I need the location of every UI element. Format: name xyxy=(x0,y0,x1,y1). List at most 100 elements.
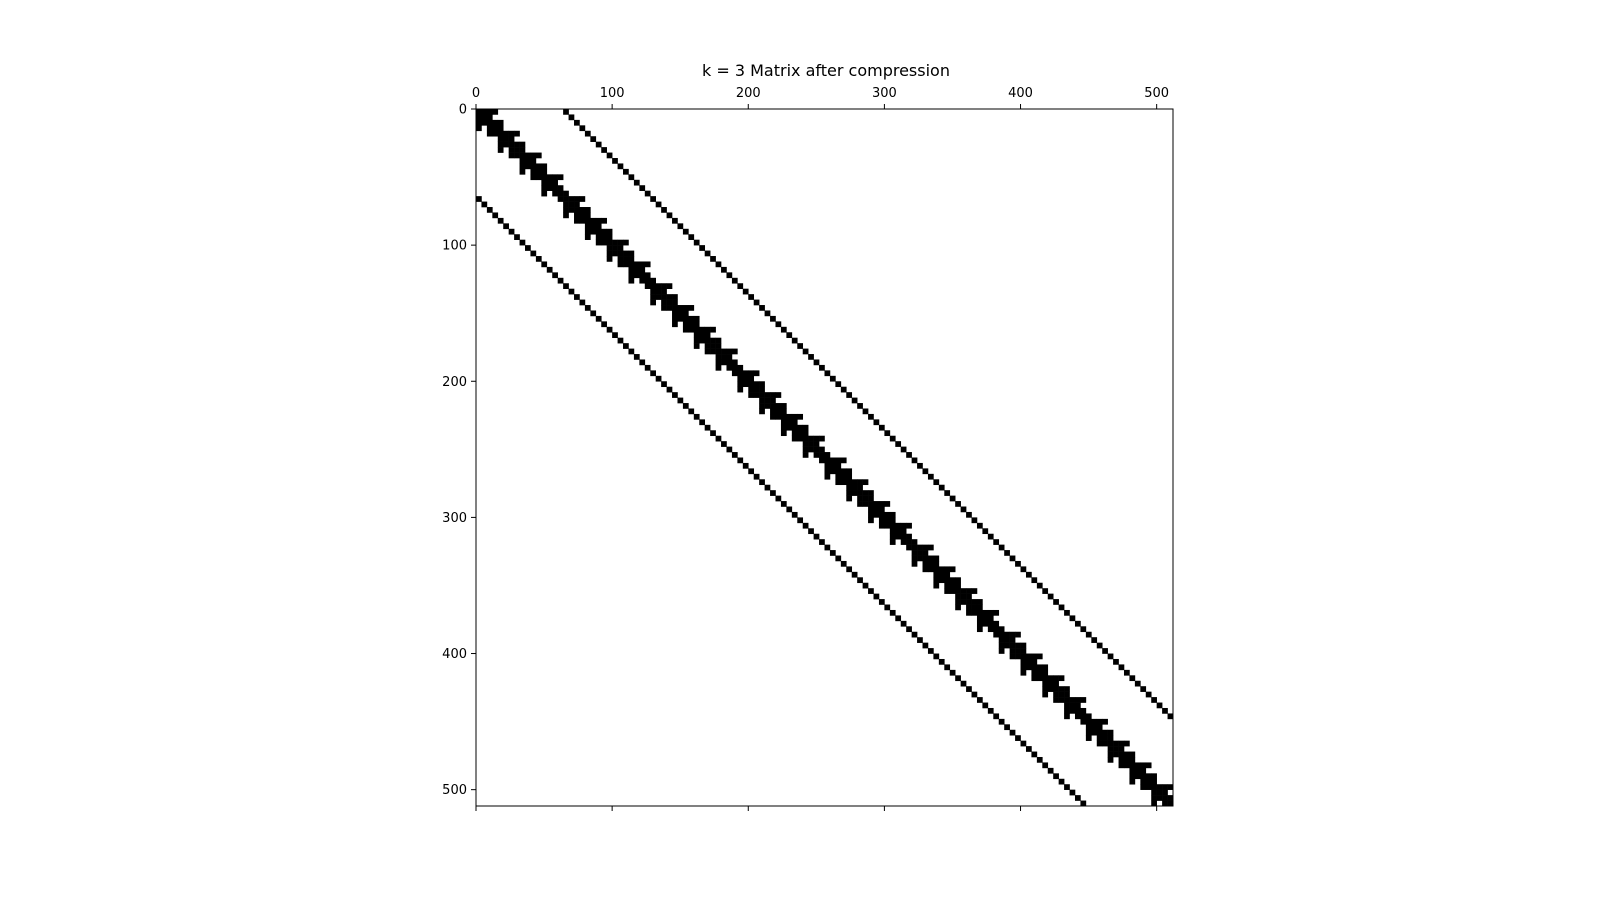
matrix-cell xyxy=(1025,664,1032,671)
matrix-cell xyxy=(617,239,624,246)
matrix-cell xyxy=(976,697,983,703)
matrix-cell xyxy=(519,168,526,175)
matrix-cell xyxy=(835,479,842,486)
matrix-cell xyxy=(791,419,798,426)
matrix-cell xyxy=(786,424,793,431)
matrix-cell xyxy=(552,185,558,191)
matrix-cell xyxy=(623,343,629,349)
matrix-cell xyxy=(857,495,863,502)
matrix-cell xyxy=(677,397,684,404)
matrix-cell xyxy=(857,479,863,486)
matrix-cell xyxy=(715,261,722,268)
matrix-cell xyxy=(906,533,912,540)
matrix-cell xyxy=(644,277,651,284)
matrix-cell xyxy=(1074,713,1081,720)
matrix-cell xyxy=(595,217,602,224)
matrix-cell xyxy=(808,446,814,453)
matrix-cell xyxy=(633,261,640,268)
matrix-cell xyxy=(933,577,940,584)
matrix-cell xyxy=(900,620,907,627)
matrix-cell xyxy=(633,272,640,279)
matrix-cell xyxy=(846,479,853,486)
matrix-cell xyxy=(1113,740,1119,747)
matrix-cell xyxy=(1167,800,1174,807)
matrix-cell xyxy=(944,588,951,594)
matrix-cell xyxy=(590,217,597,224)
matrix-cell xyxy=(1058,691,1065,698)
matrix-cell xyxy=(715,435,722,442)
matrix-cell xyxy=(1167,784,1174,790)
matrix-cell xyxy=(813,435,820,442)
matrix-cell xyxy=(862,408,869,415)
matrix-cell xyxy=(492,109,499,115)
matrix-cell xyxy=(748,370,755,377)
matrix-cell xyxy=(1020,566,1027,573)
matrix-cell xyxy=(595,141,602,148)
matrix-cell xyxy=(911,544,918,551)
matrix-cell xyxy=(541,168,548,175)
matrix-cell xyxy=(998,544,1005,551)
matrix-cell xyxy=(1042,588,1049,594)
matrix-cell xyxy=(1096,642,1103,649)
matrix-cell xyxy=(780,326,787,333)
matrix-cell xyxy=(851,490,858,496)
matrix-cell xyxy=(748,392,755,398)
matrix-cell xyxy=(753,386,760,393)
matrix-cell xyxy=(1015,653,1021,660)
matrix-cell xyxy=(606,256,613,262)
matrix-cell xyxy=(819,435,825,442)
matrix-cell xyxy=(917,637,923,643)
matrix-cell xyxy=(519,141,526,148)
matrix-cell xyxy=(922,555,929,562)
matrix-cell xyxy=(633,179,640,186)
matrix-cell xyxy=(955,599,961,605)
matrix-cell xyxy=(911,539,918,545)
matrix-cell xyxy=(639,185,646,191)
matrix-cell xyxy=(868,495,874,502)
matrix-cell xyxy=(933,479,940,486)
matrix-cell xyxy=(960,599,967,605)
matrix-cell xyxy=(840,473,847,480)
matrix-cell xyxy=(1118,751,1125,758)
x-tick-label: 400 xyxy=(1008,86,1033,101)
matrix-cell xyxy=(612,332,618,339)
matrix-cell xyxy=(1015,735,1021,741)
matrix-cell xyxy=(862,495,869,502)
matrix-cell xyxy=(976,604,983,611)
matrix-cell xyxy=(791,430,798,437)
matrix-cell xyxy=(906,522,912,529)
matrix-cell xyxy=(546,266,553,273)
matrix-cell xyxy=(1091,637,1098,643)
matrix-cell xyxy=(895,528,902,535)
matrix-cell xyxy=(1009,637,1016,643)
matrix-cell xyxy=(682,326,689,333)
matrix-cell xyxy=(976,609,983,616)
matrix-cell xyxy=(1042,675,1049,682)
matrix-cell xyxy=(829,457,836,464)
matrix-cell xyxy=(584,207,591,213)
matrix-cell xyxy=(568,207,575,213)
matrix-cell xyxy=(1102,740,1108,747)
matrix-cell xyxy=(824,462,831,469)
matrix-cell xyxy=(840,479,847,486)
matrix-cell xyxy=(960,506,967,513)
matrix-cell xyxy=(628,256,635,262)
matrix-cell xyxy=(715,348,722,355)
matrix-cell xyxy=(590,136,597,142)
matrix-cell xyxy=(786,413,793,420)
matrix-cell xyxy=(699,326,706,333)
matrix-cell xyxy=(557,174,564,181)
matrix-cell xyxy=(666,299,673,306)
matrix-cell xyxy=(476,109,482,115)
matrix-cell xyxy=(535,256,542,262)
matrix-cell xyxy=(574,201,580,208)
matrix-cell xyxy=(987,620,994,627)
matrix-cell xyxy=(682,403,689,409)
matrix-cell xyxy=(1031,664,1038,671)
matrix-cell xyxy=(715,364,722,371)
matrix-cell xyxy=(606,250,613,257)
matrix-cell xyxy=(546,185,553,191)
matrix-cell xyxy=(922,468,929,475)
matrix-cell xyxy=(601,239,607,246)
matrix-cell xyxy=(955,577,961,584)
